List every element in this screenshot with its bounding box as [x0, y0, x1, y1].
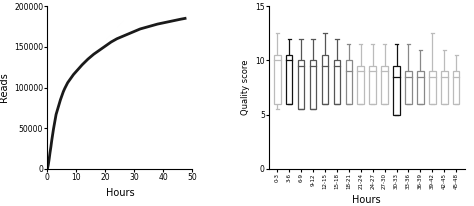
Bar	[417, 71, 424, 104]
Bar	[369, 66, 376, 104]
Y-axis label: Quality score: Quality score	[241, 60, 250, 115]
X-axis label: Hours: Hours	[352, 195, 381, 205]
Bar	[453, 71, 459, 104]
Bar	[429, 71, 436, 104]
Bar	[286, 55, 292, 104]
Y-axis label: Reads: Reads	[0, 73, 9, 102]
Bar	[441, 71, 447, 104]
X-axis label: Hours: Hours	[106, 188, 134, 198]
Bar	[357, 66, 364, 104]
Bar	[381, 66, 388, 104]
Bar	[405, 71, 412, 104]
Bar	[322, 55, 328, 104]
Bar	[346, 60, 352, 104]
Bar	[334, 60, 340, 104]
Bar	[310, 60, 316, 109]
Bar	[393, 66, 400, 115]
Bar	[298, 60, 304, 109]
Bar	[274, 55, 281, 104]
